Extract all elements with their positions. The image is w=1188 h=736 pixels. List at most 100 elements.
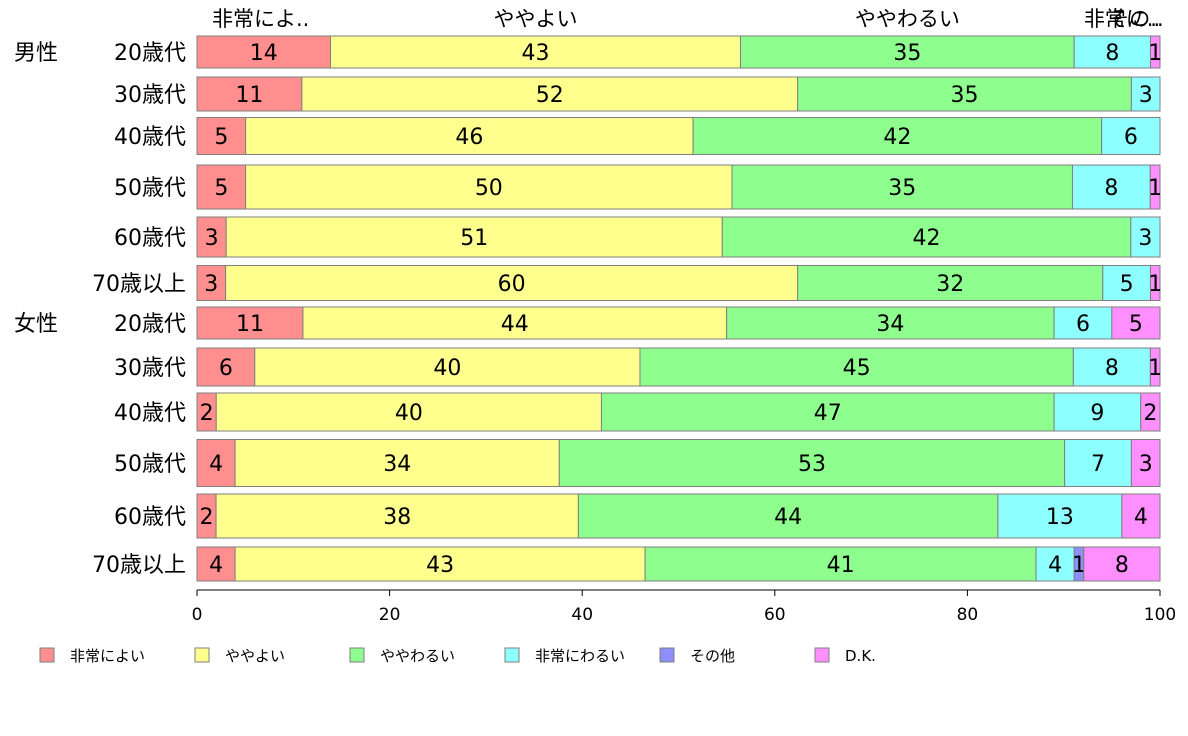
- data-label: 5: [1120, 272, 1134, 297]
- data-label: 8: [1105, 356, 1119, 381]
- data-label: 47: [814, 401, 842, 426]
- top-label: 非常に..: [1084, 7, 1160, 31]
- legend-label: 非常にわるい: [535, 647, 625, 665]
- bar-segment: [600, 392, 1055, 432]
- bar-segment: [1140, 392, 1161, 432]
- x-tick-label: 80: [957, 605, 979, 625]
- legend-label: D.K.: [845, 647, 876, 665]
- data-label: 11: [235, 83, 263, 108]
- data-label: 1: [1148, 356, 1162, 381]
- data-label: 8: [1104, 176, 1118, 201]
- bar-segment: [245, 117, 694, 155]
- data-label: 51: [460, 226, 488, 251]
- bar-segment: [329, 35, 741, 69]
- bar-segment: [739, 35, 1075, 69]
- data-label: 2: [200, 401, 214, 426]
- bar-segment: [1111, 306, 1161, 340]
- data-label: 8: [1115, 553, 1129, 578]
- group-label: 女性: [14, 312, 58, 337]
- data-label: 3: [1138, 226, 1152, 251]
- bar-segment: [1149, 265, 1161, 301]
- bar-segment: [196, 216, 227, 258]
- data-label: 6: [1076, 312, 1090, 337]
- data-label: 7: [1091, 452, 1105, 477]
- data-label: 4: [209, 553, 223, 578]
- data-label: 1: [1148, 41, 1162, 66]
- bar-segment: [997, 493, 1123, 539]
- category-label: 70歳以上: [92, 272, 186, 297]
- data-label: 34: [876, 312, 904, 337]
- bar-segment: [1101, 117, 1161, 155]
- bar-segment: [215, 392, 602, 432]
- data-label: 42: [913, 226, 941, 251]
- category-label: 40歳代: [114, 401, 186, 426]
- x-tick-label: 40: [571, 605, 593, 625]
- bar-segment: [225, 265, 799, 301]
- data-label: 44: [774, 505, 802, 530]
- category-label: 50歳代: [114, 452, 186, 477]
- category-label: 30歳代: [114, 356, 186, 381]
- legend-label: ややよい: [225, 647, 285, 665]
- data-label: 3: [1139, 452, 1153, 477]
- data-label: 35: [951, 83, 979, 108]
- data-label: 46: [455, 125, 483, 150]
- bar-segment: [196, 306, 304, 340]
- data-label: 14: [250, 41, 278, 66]
- legend-swatch: [814, 647, 830, 663]
- data-label: 40: [395, 401, 423, 426]
- bar-segment: [196, 164, 247, 210]
- bar-segment: [1130, 76, 1161, 112]
- data-label: 41: [827, 553, 855, 578]
- x-tick-label: 60: [764, 605, 786, 625]
- data-label: 52: [536, 83, 564, 108]
- bar-segment: [644, 546, 1037, 582]
- x-tick-label: 100: [1144, 605, 1176, 625]
- legend-label: 非常によい: [70, 647, 145, 665]
- legend-swatch: [194, 647, 210, 663]
- bar-segment: [1130, 439, 1161, 487]
- bar-segment: [1053, 306, 1113, 340]
- x-tick-label: 20: [379, 605, 401, 625]
- data-label: 2: [200, 505, 214, 530]
- legend-swatch: [659, 647, 675, 663]
- group-label: 男性: [14, 41, 58, 66]
- bar-segment: [196, 439, 236, 487]
- legend-swatch: [39, 647, 55, 663]
- data-label: 42: [883, 125, 911, 150]
- bar-segment: [721, 216, 1132, 258]
- data-label: 43: [521, 41, 549, 66]
- category-label: 20歳代: [114, 312, 186, 337]
- bar-segment: [692, 117, 1103, 155]
- data-label: 34: [383, 452, 411, 477]
- bar-segment: [1053, 392, 1142, 432]
- data-label: 5: [1129, 312, 1143, 337]
- legend-label: その他: [690, 647, 735, 665]
- data-label: 3: [1139, 83, 1153, 108]
- data-label: 4: [1048, 553, 1062, 578]
- data-label: 2: [1143, 401, 1157, 426]
- data-label: 50: [475, 176, 503, 201]
- data-label: 3: [204, 272, 218, 297]
- bar-segment: [1121, 493, 1161, 539]
- data-label: 38: [383, 505, 411, 530]
- top-label: 非常によ..: [212, 7, 309, 31]
- legend-label: ややわるい: [380, 647, 455, 665]
- bar-segment: [1130, 216, 1161, 258]
- data-label: 6: [1124, 125, 1138, 150]
- x-tick-label: 0: [192, 605, 203, 625]
- data-label: 6: [219, 356, 233, 381]
- data-label: 8: [1105, 41, 1119, 66]
- data-label: 44: [501, 312, 529, 337]
- data-label: 35: [888, 176, 916, 201]
- bar-segment: [1149, 35, 1161, 69]
- category-label: 60歳代: [114, 505, 186, 530]
- bar-segment: [558, 439, 1066, 487]
- data-label: 13: [1046, 505, 1074, 530]
- bar-segment: [1149, 347, 1161, 387]
- top-label: ややわるい: [855, 7, 960, 31]
- bar-segment: [797, 76, 1132, 112]
- bar-segment: [726, 306, 1055, 340]
- bar-segment: [301, 76, 799, 112]
- bar-segment: [1149, 164, 1161, 210]
